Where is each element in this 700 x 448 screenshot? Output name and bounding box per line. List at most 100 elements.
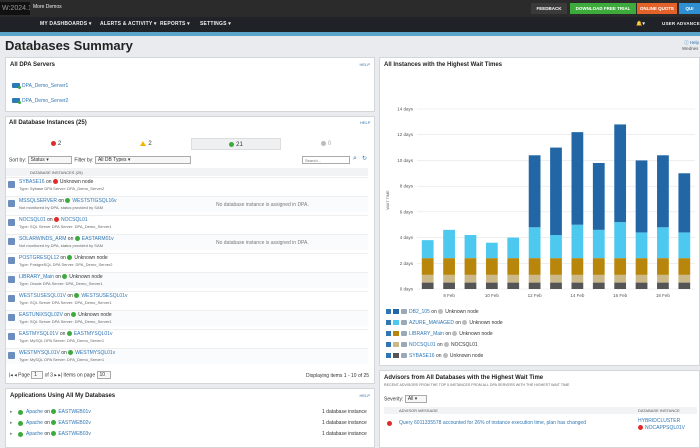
instance-link[interactable]: MSSQLSERVER [19,198,57,204]
app-node-link[interactable]: EASTWEB02v [58,420,91,426]
instance-row: MSSQLSERVER on WESTSTIGSQL16v Not monitor… [6,196,368,212]
nav-alerts-activity[interactable]: ALERTS & ACTIVITY ▾ [100,21,157,27]
application-row: ▸ Apache on EASTWEB03v 1 database instance [10,431,367,437]
dpa-server-item[interactable]: DPA_Demo_Server2 [12,98,68,105]
main-nav: MY DASHBOARDS ▾ ALERTS & ACTIVITY ▾ REPO… [0,17,700,32]
legend-item[interactable]: AZURE_MANAGED on Unknown node [386,320,503,326]
y-tick-label: 12 days [397,132,414,137]
items-per-page-input[interactable]: 10 [96,371,111,379]
expand-icon[interactable]: ▸ [10,420,13,426]
pager-prev-icon[interactable]: |◂ ◂ [9,372,17,379]
node-link[interactable]: EASTARM01v [81,236,114,242]
nav-reports[interactable]: REPORTS ▾ [160,21,190,27]
checkbox-icon[interactable] [386,331,391,337]
app-link[interactable]: Apache [26,409,43,415]
sort-select[interactable]: Status ▾ [27,156,72,164]
instance-link[interactable]: SYBASE16 [19,179,45,185]
advisor-message-link[interactable]: Query 6011335578 accounted for 26% of in… [399,420,586,426]
app-node-link[interactable]: EASTWEB03v [58,431,91,437]
version-label: W:2024.1 [0,2,30,15]
search-icon[interactable]: ⌕ [353,155,357,162]
node-link[interactable]: Unknown node [59,179,94,185]
node-link[interactable]: NOCSQL01 [61,217,88,223]
filter-select[interactable]: All DB Types ▾ [94,156,191,164]
node-link[interactable]: Unknown node [74,255,108,261]
pager-next-icon[interactable]: ▸ ▸| [54,372,63,379]
instance-message: No database instance is assigned in DPA. [216,240,309,246]
bar-segment [614,274,627,283]
y-tick-label: 0 days [400,287,414,292]
bar-segment [635,232,648,259]
more-demos-link[interactable]: More Demos [33,4,62,10]
legend-item[interactable]: NOCSQL01 on NOCSQL01 [386,342,478,348]
node-link[interactable]: Unknown node [78,312,112,318]
legend-item[interactable]: SYBASE16 on Unknown node [386,353,483,359]
page-date: Wednes [682,46,699,51]
node-link[interactable]: WESTSTIGSQL16v [72,198,117,204]
ok-icon [229,141,235,147]
node-status-icon [452,331,458,337]
node-link[interactable]: WESTSUSESQL01v [81,293,128,299]
tab-ok[interactable]: 21 [191,138,281,150]
app-node-link[interactable]: EASTWEB01v [58,409,91,415]
quick-button[interactable]: QUI [679,3,700,14]
bar-segment [485,274,498,283]
app-link[interactable]: Apache [26,420,43,426]
download-trial-button[interactable]: DOWNLOAD FREE TRIAL [570,3,636,14]
instance-link[interactable]: EASTMYSQL01V [19,331,59,337]
node-link[interactable]: Unknown node [69,274,103,280]
app-instance-count: 1 database instance [322,409,367,415]
expand-icon[interactable]: ▸ [10,431,13,437]
legend-item[interactable]: LIBRARY_Main on Unknown node [386,331,493,337]
expand-icon[interactable]: ▸ [10,409,13,415]
node-status-icon [51,420,57,426]
tab-unknown[interactable]: 0 [281,138,371,150]
database-icon [8,238,15,245]
instance-link[interactable]: NOCSQL01 [19,217,46,223]
search-input[interactable] [302,156,350,164]
severity-select[interactable]: All ▾ [404,395,427,403]
status-icon [74,236,80,242]
advisor-instance-link[interactable]: HYBRIDCLUSTER [638,418,681,424]
applications-help[interactable]: HELP [359,393,370,398]
nav-settings[interactable]: SETTINGS ▾ [200,21,231,27]
critical-icon [638,425,643,431]
app-link[interactable]: Apache [26,431,43,437]
tab-warning[interactable]: 2 [101,138,191,150]
dpa-servers-help[interactable]: HELP [359,62,370,67]
bar-segment [657,274,669,283]
bar-segment [550,274,562,283]
online-quote-button[interactable]: ONLINE QUOTE [637,3,677,14]
checkbox-icon[interactable] [386,342,391,348]
checkbox-icon[interactable] [386,320,391,326]
bell-icon[interactable]: 🔔▾ [636,21,646,27]
legend-swatch [393,342,399,348]
advisor-instance2[interactable]: NOCAPPSQL01V [638,425,685,431]
instance-link[interactable]: SOLARWINDS_ARM [19,236,67,242]
page-help-link[interactable]: ⓘ Help [684,40,700,45]
checkbox-icon[interactable] [386,309,391,315]
tab-critical[interactable]: 2 [11,138,101,150]
instance-link[interactable]: EASTUNIXSQL02V [19,312,63,318]
bar-segment [678,173,691,233]
user-menu[interactable]: USER ADVANCE [662,21,700,26]
bar-segment [464,258,477,275]
nav-my-dashboards[interactable]: MY DASHBOARDS ▾ [40,21,92,27]
instance-link[interactable]: POSTGRESQL12 [19,255,60,261]
bar-segment [443,229,455,259]
instances-column-header: DATABASE INSTANCES (25) [6,168,368,176]
instance-link[interactable]: LIBRARY_Main [19,274,54,280]
instance-link[interactable]: WESTSUSESQL01V [19,293,66,299]
refresh-icon[interactable]: ↻ [362,156,368,162]
feedback-button[interactable]: FEEDBACK [531,3,567,14]
pager-summary: Displaying items 1 - 10 of 25 [306,373,370,379]
instance-link[interactable]: WESTMYSQL01V [19,350,60,356]
node-link[interactable]: WESTMYSQL01v [75,350,116,356]
bar-segment [528,155,541,228]
page-input[interactable]: 1 [31,371,44,379]
instances-help[interactable]: HELP [360,120,371,125]
node-link[interactable]: EASTMYSQL01v [73,331,113,337]
dpa-server-item[interactable]: DPA_Demo_Server1 [12,83,68,90]
legend-item[interactable]: DB2_105 on Unknown node [386,309,479,315]
checkbox-icon[interactable] [386,353,391,359]
